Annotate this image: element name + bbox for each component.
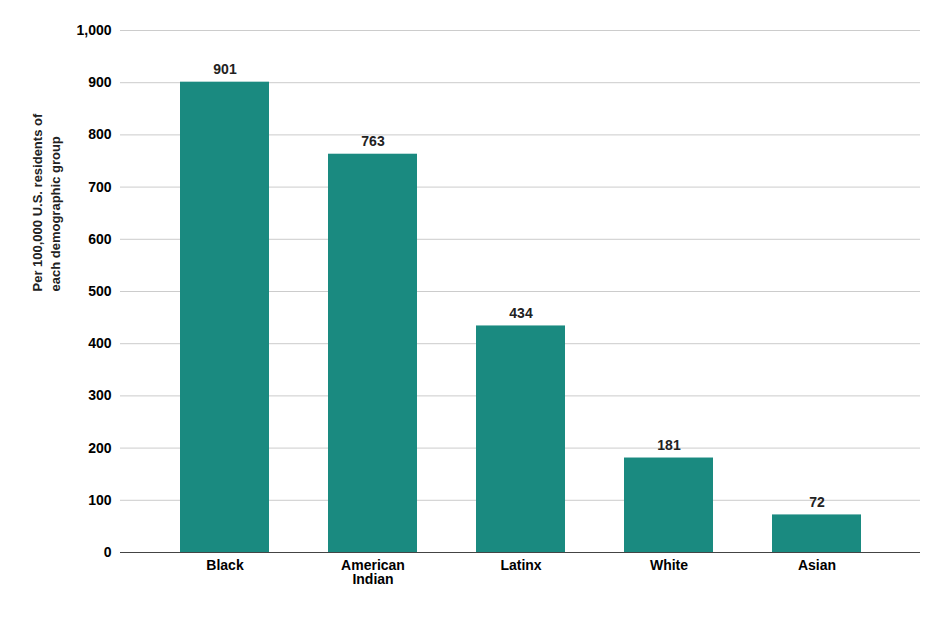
svg-text:901: 901 bbox=[213, 61, 237, 77]
svg-text:0: 0 bbox=[104, 544, 112, 560]
svg-text:72: 72 bbox=[809, 494, 825, 510]
svg-text:763: 763 bbox=[361, 133, 385, 149]
svg-text:600: 600 bbox=[88, 231, 112, 247]
svg-text:300: 300 bbox=[88, 387, 112, 403]
svg-text:181: 181 bbox=[657, 437, 681, 453]
svg-text:500: 500 bbox=[88, 283, 112, 299]
svg-text:434: 434 bbox=[509, 305, 533, 321]
svg-text:AmericanIndian: AmericanIndian bbox=[341, 557, 405, 587]
svg-text:100: 100 bbox=[88, 492, 112, 508]
svg-text:Per 100,000 U.S. residents ofe: Per 100,000 U.S. residents ofeach demogr… bbox=[30, 113, 63, 291]
svg-text:700: 700 bbox=[88, 179, 112, 195]
svg-text:White: White bbox=[650, 557, 688, 573]
svg-text:800: 800 bbox=[88, 126, 112, 142]
svg-text:400: 400 bbox=[88, 335, 112, 351]
svg-text:1,000: 1,000 bbox=[76, 22, 111, 38]
svg-text:Latinx: Latinx bbox=[500, 557, 541, 573]
svg-text:200: 200 bbox=[88, 440, 112, 456]
svg-text:Asian: Asian bbox=[798, 557, 836, 573]
svg-text:900: 900 bbox=[88, 74, 112, 90]
svg-text:Black: Black bbox=[206, 557, 244, 573]
